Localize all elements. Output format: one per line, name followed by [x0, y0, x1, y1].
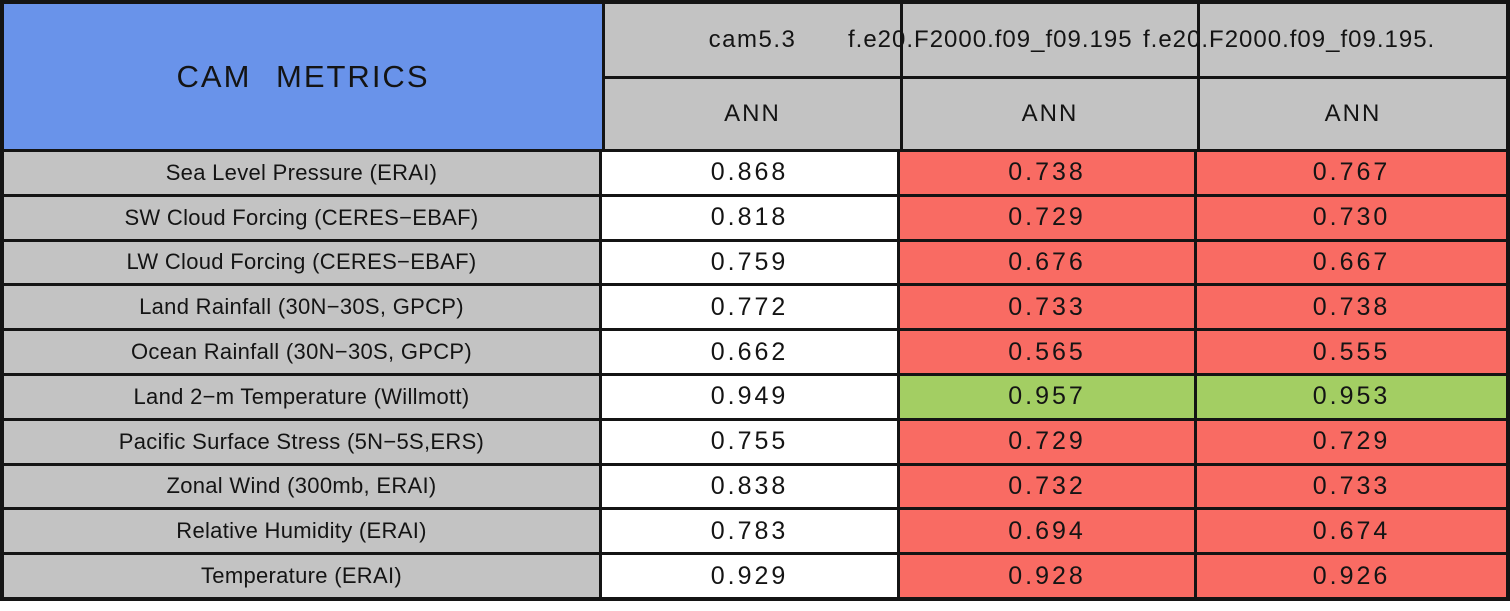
metric-value-cell: 0.868	[602, 152, 900, 194]
metric-value-cell: 0.953	[1197, 375, 1506, 418]
metric-label-cell: Ocean Rainfall (30N−30S, GPCP)	[4, 331, 602, 373]
metric-label-cell: LW Cloud Forcing (CERES−EBAF)	[4, 241, 602, 284]
table-row: Relative Humidity (ERAI) 0.783 0.694 0.6…	[4, 510, 1506, 556]
metric-label-cell: Temperature (ERAI)	[4, 555, 602, 597]
metric-value-cell: 0.772	[602, 286, 900, 329]
season-header-3: ANN	[1200, 79, 1506, 149]
metric-value-cell: 0.783	[602, 510, 900, 553]
metric-label-cell: SW Cloud Forcing (CERES−EBAF)	[4, 196, 602, 239]
table-row: Land 2−m Temperature (Willmott) 0.949 0.…	[4, 375, 1506, 421]
header-columns: cam5.3 f.e20.F2000.f09_f09.195 f.e20.F20…	[605, 4, 1506, 149]
metric-value-cell: 0.694	[900, 510, 1197, 553]
table-row: LW Cloud Forcing (CERES−EBAF) 0.759 0.67…	[4, 241, 1506, 287]
table-row: Ocean Rainfall (30N−30S, GPCP) 0.662 0.5…	[4, 331, 1506, 376]
table-header: CAM METRICS cam5.3 f.e20.F2000.f09_f09.1…	[4, 4, 1506, 152]
metric-value-cell: 0.928	[900, 555, 1197, 597]
metric-value-cell: 0.929	[602, 555, 900, 597]
table-title: CAM METRICS	[176, 58, 430, 94]
season-header-1: ANN	[605, 79, 903, 149]
metric-value-cell: 0.818	[602, 196, 900, 239]
metric-value-cell: 0.755	[602, 420, 900, 463]
column-header-case-1: cam5.3	[605, 4, 903, 76]
case-name-row: cam5.3 f.e20.F2000.f09_f09.195 f.e20.F20…	[605, 4, 1506, 79]
metric-value-cell: 0.667	[1197, 241, 1506, 284]
metric-value-cell: 0.949	[602, 375, 900, 418]
metric-value-cell: 0.733	[900, 286, 1197, 329]
table-row: Land Rainfall (30N−30S, GPCP) 0.772 0.73…	[4, 286, 1506, 332]
metric-value-cell: 0.729	[1197, 420, 1506, 463]
metric-value-cell: 0.555	[1197, 331, 1506, 373]
table-title-cell: CAM METRICS	[4, 4, 605, 149]
table-row: Zonal Wind (300mb, ERAI) 0.838 0.732 0.7…	[4, 465, 1506, 511]
metric-value-cell: 0.729	[900, 196, 1197, 239]
metric-value-cell: 0.767	[1197, 152, 1506, 194]
metric-label-cell: Land 2−m Temperature (Willmott)	[4, 375, 602, 418]
case-name-1: cam5.3	[708, 26, 797, 53]
metric-value-cell: 0.926	[1197, 555, 1506, 597]
metric-label-cell: Pacific Surface Stress (5N−5S,ERS)	[4, 420, 602, 463]
table-row: Sea Level Pressure (ERAI) 0.868 0.738 0.…	[4, 152, 1506, 197]
metric-label-cell: Zonal Wind (300mb, ERAI)	[4, 465, 602, 508]
metric-value-cell: 0.662	[602, 331, 900, 373]
metric-value-cell: 0.759	[602, 241, 900, 284]
column-header-case-2	[903, 4, 1200, 76]
table-row: Temperature (ERAI) 0.929 0.928 0.926	[4, 555, 1506, 597]
season-header-2: ANN	[903, 79, 1200, 149]
metric-value-cell: 0.674	[1197, 510, 1506, 553]
metric-value-cell: 0.676	[900, 241, 1197, 284]
season-row: ANN ANN ANN	[605, 79, 1506, 149]
table-row: Pacific Surface Stress (5N−5S,ERS) 0.755…	[4, 420, 1506, 466]
metric-label-cell: Relative Humidity (ERAI)	[4, 510, 602, 553]
metric-value-cell: 0.732	[900, 465, 1197, 508]
season-label: ANN	[724, 100, 781, 127]
metric-value-cell: 0.730	[1197, 196, 1506, 239]
metric-value-cell: 0.738	[1197, 286, 1506, 329]
metric-value-cell: 0.729	[900, 420, 1197, 463]
column-header-case-3	[1200, 4, 1506, 76]
metric-value-cell: 0.738	[900, 152, 1197, 194]
table-row: SW Cloud Forcing (CERES−EBAF) 0.818 0.72…	[4, 196, 1506, 242]
metric-value-cell: 0.957	[900, 375, 1197, 418]
season-label: ANN	[1324, 100, 1382, 127]
metric-label-cell: Sea Level Pressure (ERAI)	[4, 152, 602, 194]
metric-value-cell: 0.838	[602, 465, 900, 508]
table-body: Sea Level Pressure (ERAI) 0.868 0.738 0.…	[4, 152, 1506, 597]
metric-value-cell: 0.733	[1197, 465, 1506, 508]
metric-value-cell: 0.565	[900, 331, 1197, 373]
metric-label-cell: Land Rainfall (30N−30S, GPCP)	[4, 286, 602, 329]
season-label: ANN	[1021, 100, 1079, 127]
